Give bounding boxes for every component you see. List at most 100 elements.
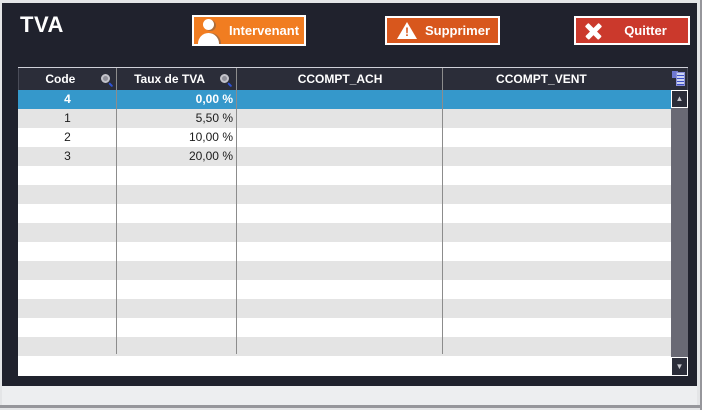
column-header-taux-de-tva[interactable]: Taux de TVA: [118, 68, 238, 90]
table-row[interactable]: 2 10,00 %: [18, 128, 671, 147]
column-header-ccompt-ach[interactable]: CCOMPT_ACH: [237, 68, 442, 90]
cell-code: [18, 318, 117, 337]
scroll-down-button[interactable]: ▼: [671, 357, 688, 376]
column-header-code[interactable]: Code: [19, 68, 118, 90]
close-icon: [584, 21, 603, 40]
cell-taux-de-tva: [117, 318, 237, 337]
page-title: TVA: [20, 12, 64, 37]
cell-ccompt-ach: [237, 109, 443, 128]
cell-code: 1: [64, 111, 71, 125]
column-header-ach-label: CCOMPT_ACH: [297, 72, 383, 86]
cell-ccompt-vent: [443, 223, 671, 242]
column-divider: [442, 68, 443, 354]
cell-ccompt-ach: [237, 204, 443, 223]
cell-ccompt-vent: [443, 261, 671, 280]
cell-ccompt-ach: [237, 185, 443, 204]
column-header-ccompt-vent[interactable]: CCOMPT_VENT: [443, 68, 670, 90]
warning-icon: [397, 22, 417, 39]
cell-ccompt-vent: [443, 109, 671, 128]
form-background: TVA Intervenant Supprimer Quitter Code T…: [2, 3, 697, 386]
cell-ccompt-vent: [443, 337, 671, 356]
cell-taux-de-tva: 0,00 %: [195, 92, 233, 106]
cell-ccompt-ach: [237, 299, 443, 318]
table-row: [18, 356, 671, 375]
cell-ccompt-vent: [443, 90, 671, 109]
scroll-up-button[interactable]: ▲: [671, 90, 688, 108]
intervenant-button[interactable]: Intervenant: [192, 15, 306, 46]
cell-taux-de-tva: [117, 337, 237, 356]
copy-table-icon[interactable]: [672, 71, 685, 87]
cell-ccompt-ach: [237, 166, 443, 185]
cell-ccompt-vent: [443, 242, 671, 261]
cell-taux-de-tva: [117, 185, 237, 204]
quitter-button[interactable]: Quitter: [574, 16, 690, 45]
column-header-code-label: Code: [45, 72, 76, 86]
cell-taux-de-tva: [117, 242, 237, 261]
table-row: [18, 261, 671, 280]
column-divider: [236, 68, 237, 354]
table-row[interactable]: 3 20,00 %: [18, 147, 671, 166]
scroll-down-icon: ▼: [675, 361, 684, 371]
cell-taux-de-tva: 5,50 %: [195, 111, 233, 125]
cell-code: [18, 166, 117, 185]
cell-taux-de-tva: [117, 261, 237, 280]
cell-taux-de-tva: 10,00 %: [188, 130, 233, 144]
table-row: [18, 337, 671, 356]
cell-code: 4: [64, 92, 71, 106]
cell-ccompt-ach: [237, 356, 443, 375]
cell-ccompt-ach: [237, 242, 443, 261]
column-divider: [116, 68, 117, 354]
cell-taux-de-tva: [117, 299, 237, 318]
window-edge: [700, 0, 702, 410]
cell-ccompt-ach: [237, 90, 443, 109]
tva-table: Code Taux de TVA CCOMPT_ACH CCOMPT_VENT …: [18, 67, 688, 376]
cell-taux-de-tva: [117, 204, 237, 223]
cell-ccompt-vent: [443, 166, 671, 185]
supprimer-button-label: Supprimer: [424, 23, 490, 38]
supprimer-button[interactable]: Supprimer: [385, 16, 500, 45]
cell-ccompt-ach: [237, 337, 443, 356]
cell-code: 3: [64, 149, 71, 163]
table-header: Code Taux de TVA CCOMPT_ACH CCOMPT_VENT: [18, 68, 688, 90]
cell-ccompt-vent: [443, 128, 671, 147]
cell-ccompt-ach: [237, 147, 443, 166]
cell-taux-de-tva: 20,00 %: [188, 149, 233, 163]
vertical-scrollbar: ▲ ▼: [671, 90, 688, 376]
table-row[interactable]: 4 0,00 %: [18, 90, 671, 109]
magnifier-icon[interactable]: [219, 73, 232, 86]
cell-code: [18, 356, 117, 375]
table-row: [18, 299, 671, 318]
cell-ccompt-ach: [237, 318, 443, 337]
cell-taux-de-tva: [117, 166, 237, 185]
cell-ccompt-ach: [237, 280, 443, 299]
table-row[interactable]: 1 5,50 %: [18, 109, 671, 128]
table-row: [18, 185, 671, 204]
table-body: 4 0,00 % 1 5,50 % 2 10,00 % 3 20,00 %: [18, 90, 671, 376]
magnifier-icon[interactable]: [100, 73, 113, 86]
cell-ccompt-vent: [443, 318, 671, 337]
cell-ccompt-ach: [237, 261, 443, 280]
cell-code: [18, 299, 117, 318]
person-icon: [194, 17, 224, 44]
cell-ccompt-vent: [443, 356, 671, 375]
cell-ccompt-vent: [443, 280, 671, 299]
cell-code: [18, 337, 117, 356]
cell-taux-de-tva: [117, 356, 237, 375]
quitter-button-label: Quitter: [624, 23, 667, 38]
scroll-up-icon: ▲: [675, 94, 684, 103]
cell-code: 2: [64, 130, 71, 144]
cell-code: [18, 204, 117, 223]
column-header-taux-label: Taux de TVA: [134, 72, 206, 86]
cell-code: [18, 185, 117, 204]
cell-code: [18, 280, 117, 299]
cell-code: [18, 223, 117, 242]
cell-ccompt-vent: [443, 299, 671, 318]
window-edge: [0, 405, 702, 408]
cell-code: [18, 261, 117, 280]
cell-ccompt-ach: [237, 223, 443, 242]
cell-taux-de-tva: [117, 280, 237, 299]
status-bar: [2, 386, 697, 405]
scrollbar-track[interactable]: [671, 108, 688, 357]
table-row: [18, 223, 671, 242]
